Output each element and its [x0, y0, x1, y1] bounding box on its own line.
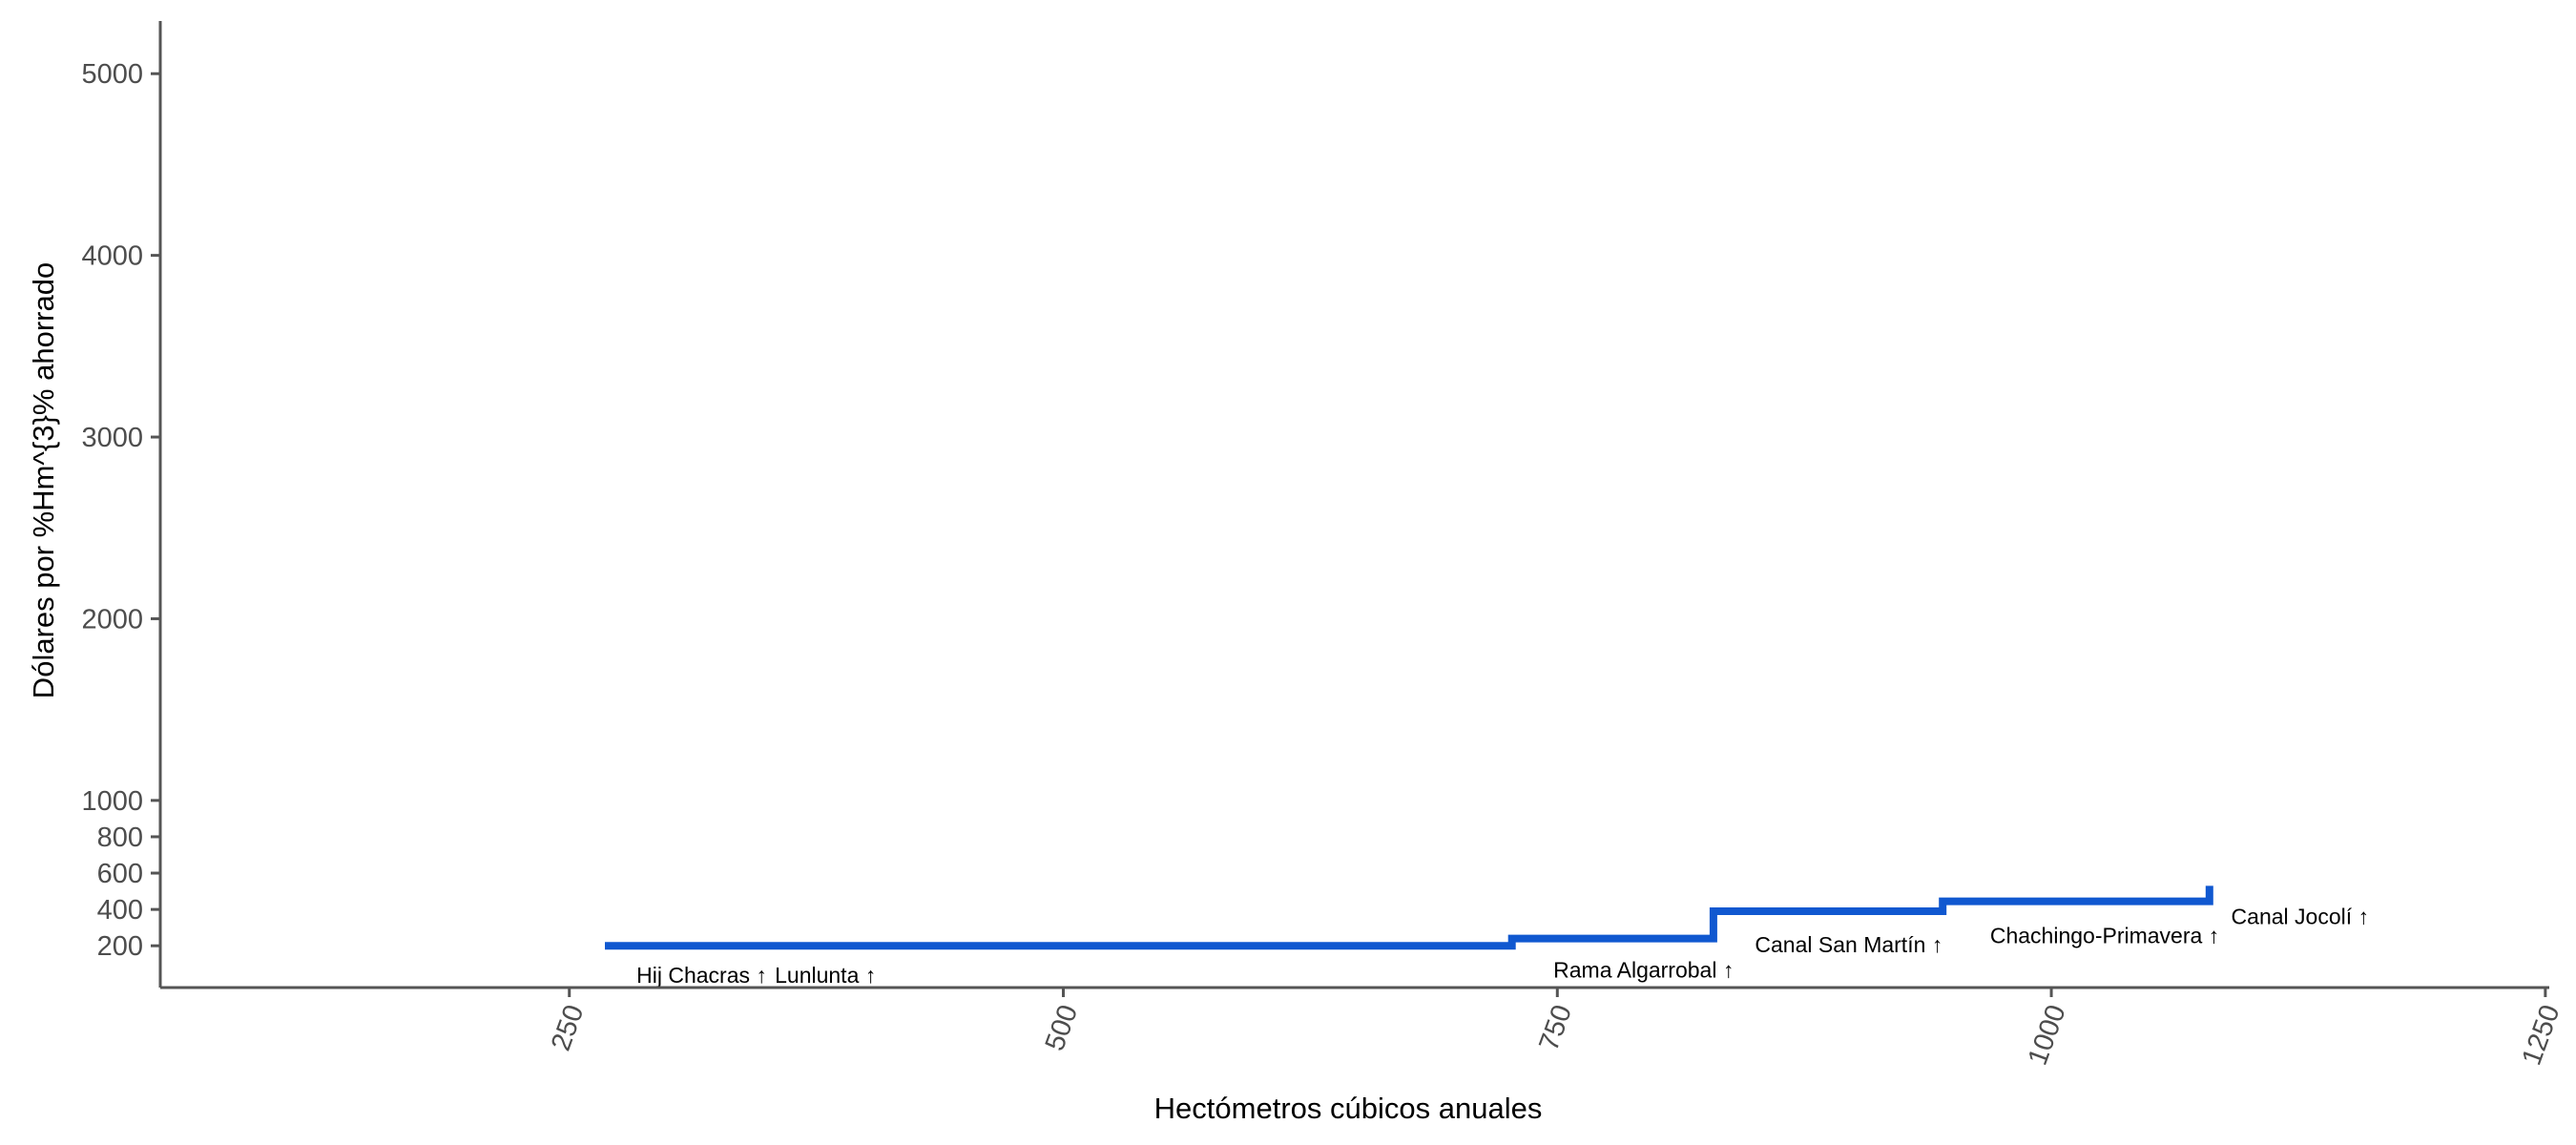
- y-tick-label: 1000: [81, 786, 143, 817]
- y-tick-label: 600: [97, 859, 143, 889]
- point-annotation: Canal San Martín ↑: [1755, 932, 1942, 957]
- point-annotation: Rama Algarrobal ↑: [1553, 958, 1734, 983]
- x-tick-label: 1000: [2023, 1001, 2072, 1070]
- point-annotation: Canal Jocolí ↑: [2232, 904, 2369, 928]
- point-annotation: Lunlunta ↑: [775, 963, 876, 988]
- y-tick-label: 5000: [81, 59, 143, 90]
- y-axis-title: Dólares por %Hm^{3}% ahorrado: [27, 262, 60, 698]
- y-tick-label: 800: [97, 822, 143, 853]
- x-tick-label: 750: [1533, 1001, 1578, 1054]
- x-tick-label: 500: [1040, 1001, 1085, 1054]
- x-axis-ticks: 250 500 750 1000 1250: [546, 988, 2566, 1070]
- y-tick-label: 400: [97, 895, 143, 926]
- y-tick-label: 4000: [81, 241, 143, 272]
- cost-step-line: [605, 885, 2213, 950]
- y-tick-label: 3000: [81, 423, 143, 453]
- point-annotation: Chachingo-Primavera ↑: [1990, 923, 2219, 947]
- x-axis-title: Hectómetros cúbicos anuales: [1154, 1092, 1543, 1125]
- annotations-group: Hij Chacras ↑ Lunlunta ↑ Rama Algarrobal ↑…: [636, 904, 2369, 988]
- x-tick-label: 1250: [2516, 1001, 2566, 1070]
- y-axis-ticks: 200 400 600 800 1000 2000 3000 4000 5000: [81, 59, 160, 962]
- x-tick-label: 250: [546, 1001, 591, 1054]
- y-tick-label: 200: [97, 931, 143, 962]
- point-annotation: Hij Chacras ↑: [636, 963, 767, 988]
- y-tick-label: 2000: [81, 604, 143, 635]
